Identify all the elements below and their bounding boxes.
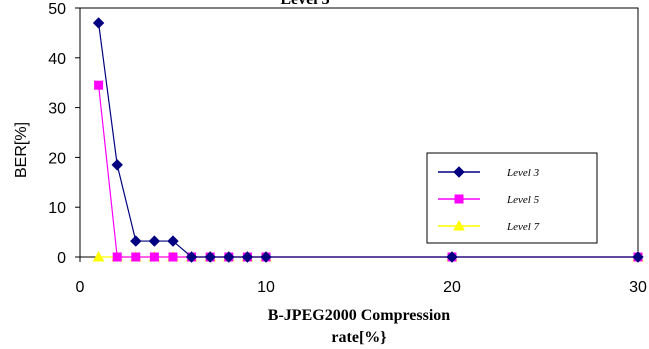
legend-label: Level 3 <box>506 167 540 179</box>
x-axis-title-line1: B-JPEG2000 Compression <box>268 307 450 324</box>
data-point <box>260 251 272 263</box>
data-point <box>130 235 142 247</box>
chart-title: Level 3 <box>280 0 329 8</box>
series-line <box>98 22 638 258</box>
data-point <box>92 250 105 262</box>
data-point <box>167 235 179 247</box>
data-point <box>92 17 105 29</box>
legend-marker <box>454 194 464 204</box>
data-point <box>148 235 161 247</box>
y-tick-label: 40 <box>48 51 66 68</box>
data-point <box>131 252 141 262</box>
data-point <box>111 159 123 171</box>
legend-marker <box>453 166 465 178</box>
data-point <box>241 251 254 263</box>
data-point <box>185 251 198 263</box>
series-layer <box>92 17 644 263</box>
legend-item: Level 7 <box>438 219 540 233</box>
y-tick-label: 20 <box>48 150 66 167</box>
y-axis-title: BER[%] <box>13 122 30 178</box>
legend-item: Level 3 <box>438 166 540 179</box>
x-tick-label: 30 <box>629 279 647 296</box>
legend-label: Level 7 <box>506 221 540 233</box>
data-point <box>112 252 122 262</box>
y-tick-label: 0 <box>57 250 66 267</box>
x-tick-label: 20 <box>443 279 461 296</box>
y-tick-label: 30 <box>48 101 66 118</box>
data-point <box>168 252 178 262</box>
y-tick-label: 50 <box>48 1 66 18</box>
legend-item: Level 5 <box>438 194 540 206</box>
legend-marker <box>453 219 465 231</box>
x-tick-label: 0 <box>76 279 85 296</box>
x-axis-title-line2: rate[%} <box>331 329 386 346</box>
y-axis: 0 10 20 30 40 50 <box>48 1 80 267</box>
x-tick-label: 10 <box>257 279 275 296</box>
data-point <box>149 252 159 262</box>
legend-label: Level 5 <box>506 194 540 206</box>
data-point <box>223 251 235 263</box>
data-point <box>204 251 216 263</box>
data-point <box>632 251 644 263</box>
series-level-3 <box>92 17 644 263</box>
legend: Level 3 Level 5 Level 7 <box>426 152 598 244</box>
data-point <box>94 80 104 90</box>
y-tick-label: 10 <box>48 200 66 217</box>
data-point <box>446 251 458 263</box>
x-axis: 0 10 20 30 <box>76 257 647 296</box>
